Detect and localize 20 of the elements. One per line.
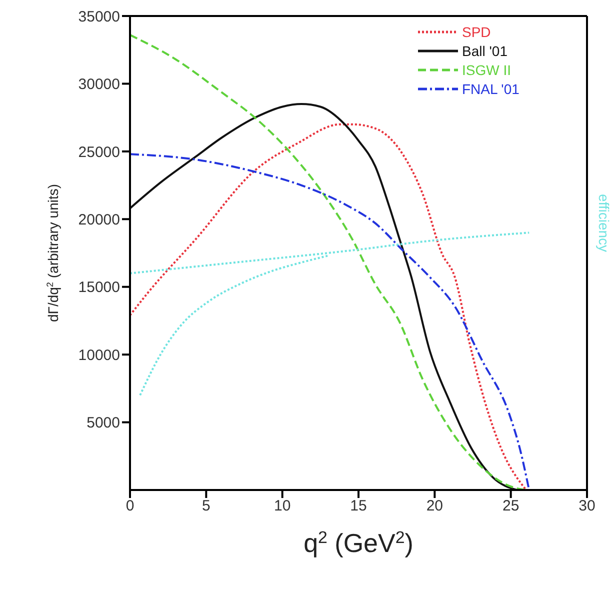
- y-tick-label: 35000: [78, 8, 120, 26]
- x-axis-title: q$^{2}$ (GeV$^{2}$): [304, 528, 414, 558]
- y-tick-label: 10000: [78, 346, 120, 364]
- x-tick-label: 20: [426, 498, 444, 515]
- legend-label: Ball '01: [462, 42, 508, 58]
- x-tick-label: 25: [502, 498, 520, 515]
- y-tick-label: 5000: [86, 414, 120, 432]
- x-tick-label: 15: [350, 498, 367, 515]
- legend-label: FNAL '01: [462, 80, 520, 96]
- y-tick-label: 30000: [78, 76, 120, 94]
- x-tick-label: 5: [202, 498, 210, 515]
- legend-label: SPD: [462, 24, 491, 40]
- x-tick-label: 30: [578, 498, 596, 515]
- y-tick-label: 25000: [78, 144, 120, 161]
- y-tick-label: 20000: [78, 211, 120, 228]
- legend-label: ISGW II: [462, 62, 511, 78]
- y-tick-label: 15000: [78, 279, 120, 296]
- x-tick-label: 0: [126, 498, 134, 515]
- y2-axis-title: efficiency: [596, 194, 612, 252]
- x-tick-label: 10: [274, 498, 291, 515]
